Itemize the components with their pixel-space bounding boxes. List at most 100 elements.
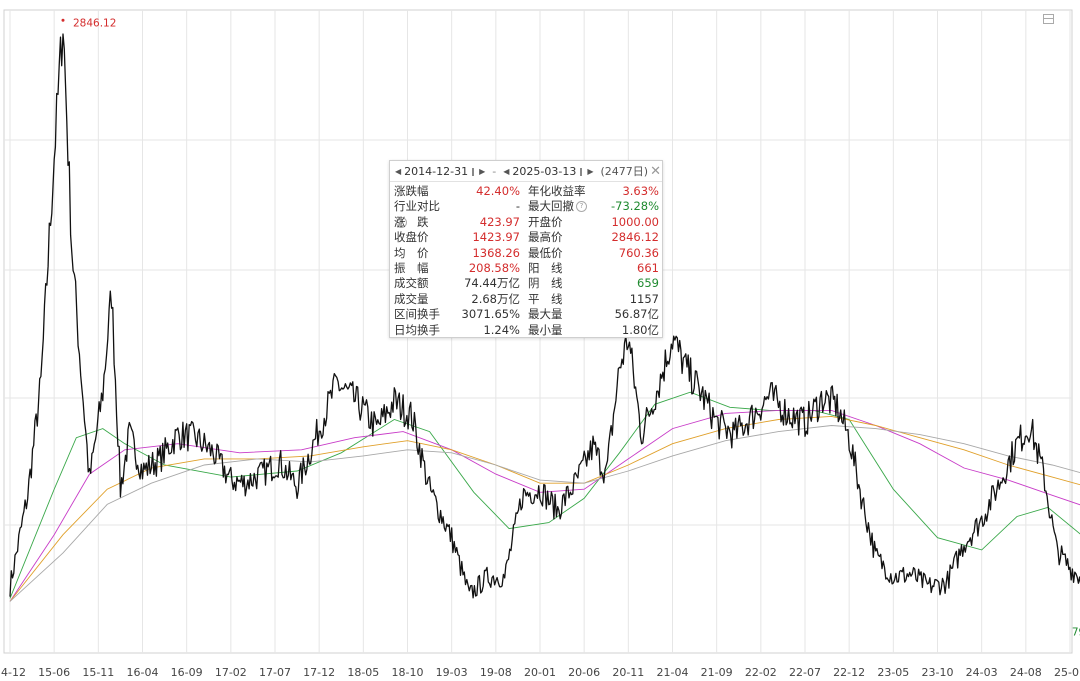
start-next-arrow-icon[interactable]: ▶ [479, 166, 486, 176]
stat-value: 423.97 [479, 214, 520, 229]
stats-rows: 涨跌幅 42.40% 年化收益率 3.63% 行业对比? - 最大回撤? -73.28% 涨 跌… [390, 182, 662, 338]
x-tick-label: 17-02 [215, 666, 247, 679]
stats-row: 涨 跌 423.97 开盘价 1000.00 [394, 215, 659, 230]
end-prev-arrow-icon[interactable]: ◀ [503, 166, 510, 176]
start-calendar-icon[interactable] [472, 168, 475, 176]
stat-label: 阴 线 [528, 276, 563, 291]
date-separator: - [492, 164, 497, 178]
x-tick-label: 16-09 [171, 666, 203, 679]
end-calendar-icon[interactable] [580, 168, 583, 176]
stat-label: 最大回撤? [528, 199, 588, 214]
stat-value: 3.63% [622, 184, 659, 198]
x-tick-label: 24-03 [966, 666, 998, 679]
stats-row: 振 幅 208.58% 阳 线 661 [394, 261, 659, 276]
x-tick-label: 16-04 [127, 666, 159, 679]
x-tick-label: 19-03 [436, 666, 468, 679]
x-tick-label: 15-06 [38, 666, 70, 679]
x-tick-label: 18-10 [392, 666, 424, 679]
stat-label: 行业对比? [394, 199, 440, 228]
stat-label: 成交额 [394, 276, 429, 291]
stat-value: 74.44万亿 [464, 276, 520, 291]
end-next-arrow-icon[interactable]: ▶ [587, 166, 594, 176]
stat-value: 1000.00 [611, 214, 659, 229]
stat-value: - [515, 199, 520, 214]
x-tick-label: 20-01 [524, 666, 556, 679]
stat-value: 208.58% [468, 260, 520, 275]
stats-row: 涨跌幅 42.40% 年化收益率 3.63% [394, 184, 659, 199]
interval-stats-panel: ◀ 2014-12-31 ▶ - ◀ 2025-03-13 ▶ (2477日) … [389, 160, 663, 338]
x-tick-label: 25-01 [1054, 666, 1080, 679]
stat-value: 2.68万亿 [471, 291, 520, 306]
stat-value: 1423.97 [472, 230, 520, 245]
x-tick-label: 22-02 [745, 666, 777, 679]
close-icon[interactable]: ✕ [650, 163, 661, 179]
stats-row: 成交量 2.68万亿平 线 1157 [394, 292, 659, 307]
stat-label: 最小量 [528, 322, 563, 337]
stat-label: 涨跌幅 [394, 184, 429, 198]
moving-average-line [9, 415, 1080, 602]
start-date[interactable]: 2014-12-31 [404, 164, 469, 178]
x-tick-label: 21-04 [657, 666, 689, 679]
x-tick-label: 22-07 [789, 666, 821, 679]
stat-label: 最低价 [528, 245, 563, 260]
x-tick-label: 15-11 [82, 666, 114, 679]
x-tick-label: 17-07 [259, 666, 291, 679]
stat-label: 收盘价 [394, 230, 429, 245]
moving-average-line [9, 391, 1080, 599]
stat-label: 年化收益率 [528, 184, 586, 198]
x-tick-label: 21-09 [701, 666, 733, 679]
x-tick-label: 18-05 [347, 666, 379, 679]
stat-value: 1.24% [483, 322, 520, 337]
stat-label: 振 幅 [394, 260, 429, 275]
stat-value: 42.40% [476, 184, 520, 198]
stats-row: 成交额 74.44万亿阴 线 659 [394, 276, 659, 291]
day-count: (2477日) [600, 165, 649, 178]
stat-label: 最大量 [528, 307, 563, 322]
panel-header: ◀ 2014-12-31 ▶ - ◀ 2025-03-13 ▶ (2477日) … [390, 161, 662, 182]
x-tick-label: 14-12 [0, 666, 26, 679]
stat-value: 760.36 [618, 245, 659, 260]
x-tick-label: 20-11 [612, 666, 644, 679]
x-tick-label: 23-05 [877, 666, 909, 679]
stat-label: 成交量 [394, 291, 429, 306]
stat-value: 1157 [629, 291, 659, 306]
stats-row: 收盘价 1423.97 最高价 2846.12 [394, 230, 659, 245]
stat-value: 1.80亿 [621, 322, 659, 337]
stat-label: 区间换手 [394, 307, 440, 322]
stat-label: 阳 线 [528, 260, 563, 275]
stat-label: 均 价 [394, 245, 429, 260]
max-marker [61, 18, 65, 22]
maximize-icon[interactable] [1043, 14, 1054, 24]
x-tick-label: 17-12 [303, 666, 335, 679]
min-value-label: 791.72 [1072, 626, 1080, 638]
stat-value: -73.28% [611, 199, 659, 214]
x-tick-label: 23-10 [922, 666, 954, 679]
x-tick-label: 22-12 [833, 666, 865, 679]
stat-label: 最高价 [528, 230, 563, 245]
stat-value: 1368.26 [472, 245, 520, 260]
x-tick-label: 19-08 [480, 666, 512, 679]
stats-row: 日均换手 1.24% 最小量 1.80亿 [394, 323, 659, 338]
stat-value: 3071.65% [461, 307, 520, 322]
start-prev-arrow-icon[interactable]: ◀ [395, 166, 402, 176]
stat-label: 涨 跌 [394, 214, 429, 229]
stat-value: 661 [637, 260, 659, 275]
max-value-label: 2846.12 [73, 17, 116, 29]
stats-row: 区间换手 3071.65% 最大量 56.87亿 [394, 307, 659, 322]
stat-value: 56.87亿 [614, 307, 659, 322]
x-tick-label: 24-08 [1010, 666, 1042, 679]
stat-label: 日均换手 [394, 322, 440, 337]
end-date[interactable]: 2025-03-13 [512, 164, 577, 178]
stat-value: 659 [637, 276, 659, 291]
help-icon[interactable]: ? [396, 216, 407, 228]
plot-frame [3, 9, 1073, 654]
moving-average-line [9, 409, 1080, 602]
moving-average-line [9, 425, 1080, 602]
stat-label: 开盘价 [528, 214, 563, 229]
x-tick-label: 20-06 [568, 666, 600, 679]
stats-row: 均 价 1368.26 最低价 760.36 [394, 246, 659, 261]
stats-row: 行业对比? - 最大回撤? -73.28% [394, 199, 659, 228]
help-icon[interactable]: ? [576, 201, 587, 213]
stat-label: 平 线 [528, 291, 563, 306]
